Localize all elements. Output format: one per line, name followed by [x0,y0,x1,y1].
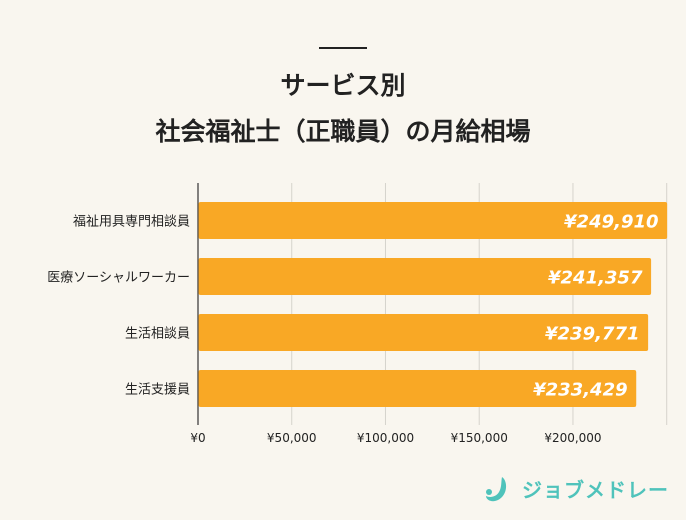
x-tick-label: ¥150,000 [451,431,508,445]
bar [198,202,668,239]
x-tick-label: ¥50,000 [267,431,317,445]
x-tick-label: ¥100,000 [357,431,414,445]
category-label: 医療ソーシャルワーカー [47,271,190,286]
x-tick-label: ¥200,000 [544,431,601,445]
chart-title-line-1: サービス別 [280,71,406,100]
category-label: 福祉用具専門相談員 [73,214,190,230]
category-label: 生活相談員 [125,326,190,342]
title-rule [319,47,367,49]
bar [198,314,649,351]
data-label: ¥239,771 [545,324,640,345]
category-label: 生活支援員 [125,383,190,398]
bar [198,370,637,407]
bar [198,258,652,295]
brand-logo: ジョブメドレー [484,474,669,503]
data-label: ¥249,910 [564,212,659,233]
brand-mark-icon [486,476,507,501]
x-tick-label: ¥0 [190,431,205,445]
data-label: ¥241,357 [548,268,643,289]
data-label: ¥233,429 [533,380,628,401]
chart-title-line-2: 社会福祉士（正職員）の月給相場 [155,117,531,146]
brand-name: ジョブメドレー [522,478,669,502]
